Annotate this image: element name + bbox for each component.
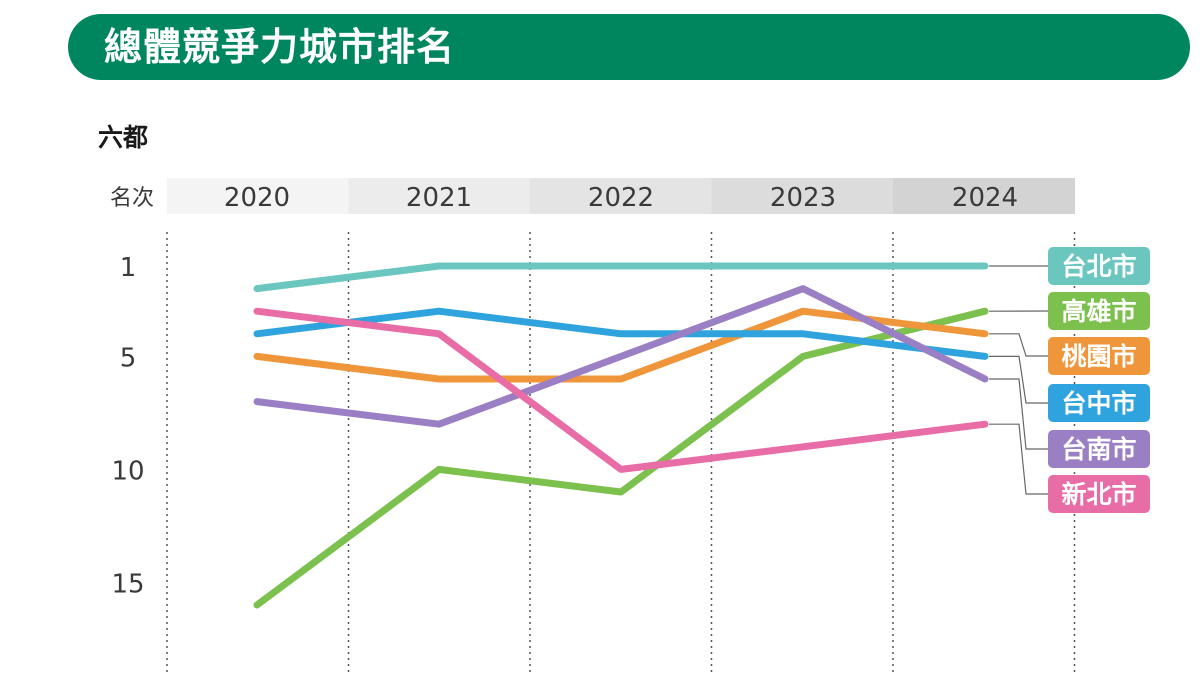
series-line bbox=[253, 285, 989, 428]
series-label: 台中市 bbox=[1061, 389, 1136, 418]
chart-subtitle: 六都 bbox=[98, 123, 149, 152]
x-tick-label: 2024 bbox=[952, 183, 1018, 213]
y-header-label: 名次 bbox=[110, 186, 154, 211]
leader-line bbox=[989, 333, 1048, 357]
series-label: 台南市 bbox=[1061, 435, 1136, 464]
leader-line bbox=[989, 355, 1048, 404]
x-tick-label: 2023 bbox=[770, 183, 836, 213]
x-tick-label: 2021 bbox=[406, 183, 472, 213]
series-line bbox=[253, 307, 989, 473]
series-label-box bbox=[1048, 337, 1150, 375]
chart-title: 總體競爭力城市排名 bbox=[104, 25, 456, 69]
leader-line bbox=[989, 378, 1048, 450]
series-label: 高雄市 bbox=[1061, 297, 1136, 326]
series-label: 新北市 bbox=[1061, 480, 1136, 509]
header-band-cell bbox=[893, 178, 1075, 214]
series-label-box bbox=[1048, 292, 1150, 330]
header-band-cell bbox=[530, 178, 712, 214]
header-band-cell bbox=[348, 178, 531, 214]
series-line bbox=[253, 262, 989, 293]
x-tick-label: 2020 bbox=[224, 183, 290, 213]
y-tick-label: 1 bbox=[120, 253, 137, 283]
series-label-box bbox=[1048, 430, 1150, 468]
y-tick-label: 5 bbox=[120, 343, 137, 373]
header-band-cell bbox=[167, 178, 349, 214]
header-band-cell bbox=[711, 178, 894, 214]
series-label-box bbox=[1048, 384, 1150, 422]
series-line bbox=[253, 307, 989, 360]
series-label-box bbox=[1048, 475, 1150, 513]
y-tick-label: 10 bbox=[111, 456, 144, 486]
title-banner: 總體競爭力城市排名 bbox=[68, 14, 1190, 80]
x-tick-label: 2022 bbox=[588, 183, 654, 213]
series-label-box bbox=[1048, 247, 1150, 285]
y-tick-label: 15 bbox=[111, 569, 144, 599]
series-label: 台北市 bbox=[1061, 252, 1136, 281]
leader-line bbox=[989, 423, 1048, 495]
series-label: 桃園市 bbox=[1061, 342, 1136, 371]
